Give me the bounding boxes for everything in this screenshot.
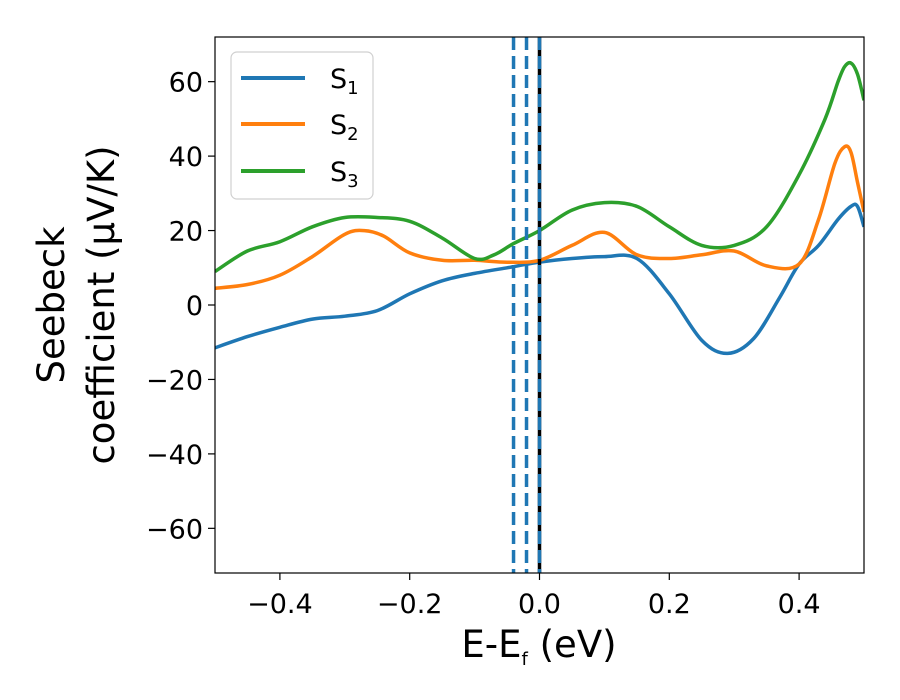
x-axis-label-unit: (eV) [528, 623, 617, 666]
y-tick-label: 60 [169, 68, 203, 99]
y-axis-label-line2: coefficient (μV/K) [80, 145, 123, 464]
series-line-3 [215, 60, 864, 273]
y-tick-label: 40 [169, 142, 203, 173]
series-line-1 [215, 202, 864, 356]
y-tick-label: 0 [186, 291, 203, 322]
y-tick-label: 20 [169, 217, 203, 248]
legend: S1 S2 S3 [230, 51, 374, 200]
y-tick-label: −20 [146, 365, 203, 396]
x-tick-label: 0.0 [518, 589, 561, 620]
tick-layer: −0.4 −0.2 0.0 0.2 0.4 −60 −40 −20 0 20 40 60 [146, 68, 821, 620]
plot-area [214, 36, 865, 574]
x-tick-label: −0.4 [247, 589, 313, 620]
x-tick-label: 0.4 [778, 589, 821, 620]
x-tick-label: 0.2 [648, 589, 691, 620]
legend-label-s2-main: S [330, 110, 347, 141]
legend-label-s1: S1 [330, 64, 359, 99]
legend-label-s2: S2 [330, 110, 359, 145]
legend-label-s2-sub: 2 [347, 124, 358, 145]
y-tick-label: −40 [146, 440, 203, 471]
legend-label-s1-sub: 1 [347, 78, 358, 99]
y-tick-label: −60 [146, 514, 203, 545]
x-axis-label: E-Ef (eV) [461, 623, 616, 670]
x-axis-label-main: E-E [461, 623, 521, 666]
legend-label-s3-sub: 3 [347, 171, 358, 192]
x-axis-label-sub: f [522, 649, 529, 670]
y-axis-label: Seebeck coefficient (μV/K) [30, 145, 123, 464]
legend-label-s3-main: S [330, 157, 347, 188]
x-tick-label: −0.2 [377, 589, 443, 620]
legend-label-s3: S3 [330, 157, 359, 192]
legend-label-s1-main: S [330, 64, 347, 95]
y-axis-label-line1: Seebeck [30, 226, 73, 384]
series-line-2 [215, 144, 864, 291]
